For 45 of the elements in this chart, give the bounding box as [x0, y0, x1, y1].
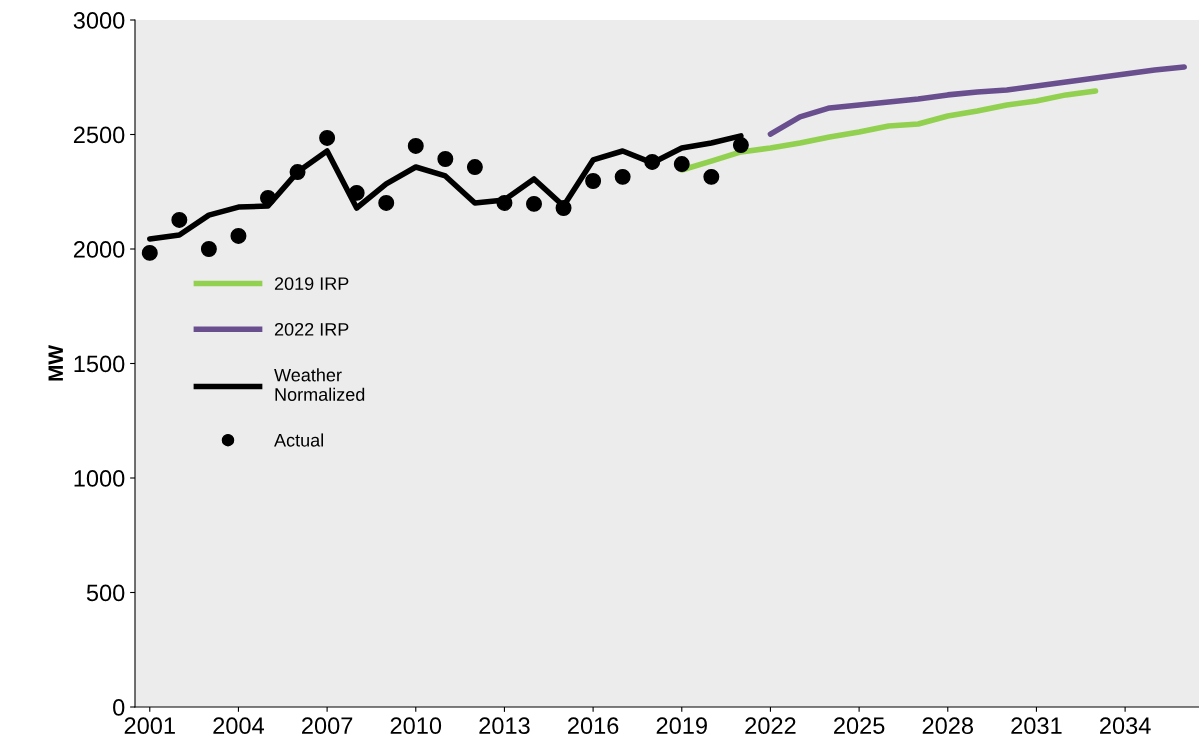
point [378, 194, 395, 211]
point [230, 227, 247, 244]
y-tick-label: 1000 [74, 470, 125, 487]
point [496, 194, 513, 211]
x-tick-label: 2025 [834, 717, 885, 735]
x-tick-label: 2022 [745, 717, 796, 735]
y-tick-label: 0 [113, 699, 125, 716]
y-tick-label: 1500 [74, 355, 125, 373]
y-tick-label: 500 [86, 584, 125, 602]
point [407, 137, 424, 154]
point [526, 195, 542, 212]
point [260, 189, 276, 206]
y-axis-title: MW [48, 345, 63, 381]
point [644, 154, 661, 170]
x-tick-label: 2028 [922, 717, 974, 735]
x-tick-label: 2004 [213, 717, 265, 735]
y-tick-label: 3000 [73, 12, 125, 29]
y-tick-label: 2000 [73, 241, 125, 258]
point [319, 129, 336, 146]
point [614, 168, 631, 185]
x-tick-label: 2007 [302, 717, 353, 735]
point [585, 173, 602, 189]
point [348, 184, 365, 201]
x-tick-label: 2034 [1100, 717, 1151, 735]
point [555, 200, 572, 216]
point [171, 211, 188, 228]
point [200, 241, 217, 257]
legend-label: Actual [274, 433, 323, 447]
point [289, 164, 306, 181]
x-tick-label: 2019 [656, 717, 707, 735]
point [437, 151, 454, 167]
point [141, 244, 158, 261]
legend-label: Weather Normalized [274, 368, 365, 401]
y-tick-label: 2500 [73, 126, 125, 144]
x-tick-label: 2001 [124, 717, 175, 735]
legend-label: 2022 IRP [274, 322, 349, 336]
point [732, 137, 749, 154]
point [673, 156, 690, 173]
legend-label: 2019 IRP [274, 277, 349, 291]
point [703, 168, 720, 185]
x-tick-label: 2010 [390, 717, 442, 735]
point [466, 159, 483, 175]
x-tick-label: 2031 [1011, 717, 1062, 735]
x-tick-label: 2013 [479, 717, 530, 735]
x-tick-label: 2016 [568, 717, 619, 735]
